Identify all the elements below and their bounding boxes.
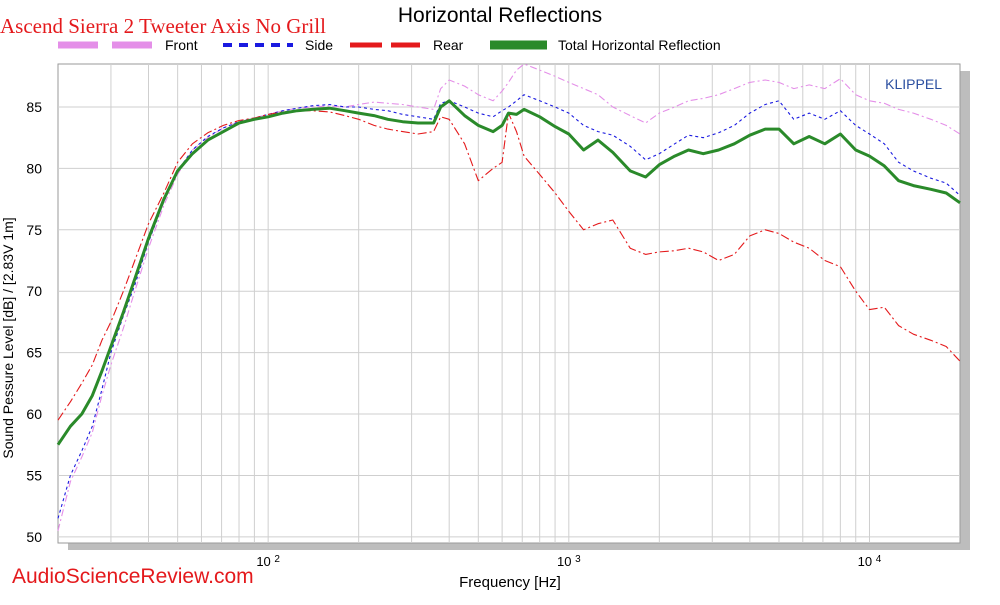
legend-swatch-front (58, 41, 98, 49)
x-tick-label: 10 3 (557, 554, 581, 569)
legend-swatch-rear (391, 42, 420, 48)
chart-title: Horizontal Reflections (398, 4, 602, 27)
legend-swatch-front (112, 41, 152, 49)
legend-swatch-rear (350, 42, 382, 48)
y-tick-label: 80 (26, 160, 42, 176)
grid (58, 64, 960, 543)
klippel-brand: KLIPPEL (885, 76, 942, 92)
legend-label-side: Side (305, 37, 333, 53)
x-axis-ticks: 10 2 10 3 10 4 (256, 554, 881, 569)
y-tick-label: 85 (26, 99, 42, 115)
legend-swatch-side (239, 43, 248, 47)
series-line-front (57, 63, 961, 531)
legend-swatch-total-horizontal-reflection (490, 40, 547, 50)
legend-label-front: Front (165, 37, 198, 53)
plot-area (57, 63, 961, 544)
watermark: AudioScienceReview.com (12, 565, 254, 588)
overlay-title: Ascend Sierra 2 Tweeter Axis No Grill (0, 14, 326, 38)
y-tick-label: 50 (26, 529, 42, 545)
legend-swatch-side (271, 43, 280, 47)
y-tick-label: 75 (26, 222, 42, 238)
y-tick-label: 60 (26, 406, 42, 422)
legend-label-total-horizontal-reflection: Total Horizontal Reflection (558, 37, 721, 53)
x-axis-label: Frequency [Hz] (459, 574, 561, 591)
y-tick-label: 70 (26, 283, 42, 299)
legend-swatch-side (223, 43, 232, 47)
series-lines (56, 63, 961, 531)
legend-label-rear: Rear (433, 37, 464, 53)
series-line-rear (57, 110, 961, 421)
y-axis-ticks: 50 55 60 65 70 75 80 85 (26, 99, 42, 545)
legend: Front Side Rear Total Horizontal Reflection (58, 37, 721, 53)
x-tick-label: 10 2 (256, 554, 280, 569)
series-line-total-horizontal-reflection (56, 99, 961, 446)
legend-swatch-side (287, 43, 293, 47)
y-tick-label: 55 (26, 467, 42, 483)
x-tick-label: 10 4 (858, 554, 882, 569)
legend-swatch-side (255, 43, 264, 47)
y-axis-label: Sound Pessure Level [dB] / [2.83V 1m] (0, 217, 16, 458)
y-tick-label: 65 (26, 345, 42, 361)
